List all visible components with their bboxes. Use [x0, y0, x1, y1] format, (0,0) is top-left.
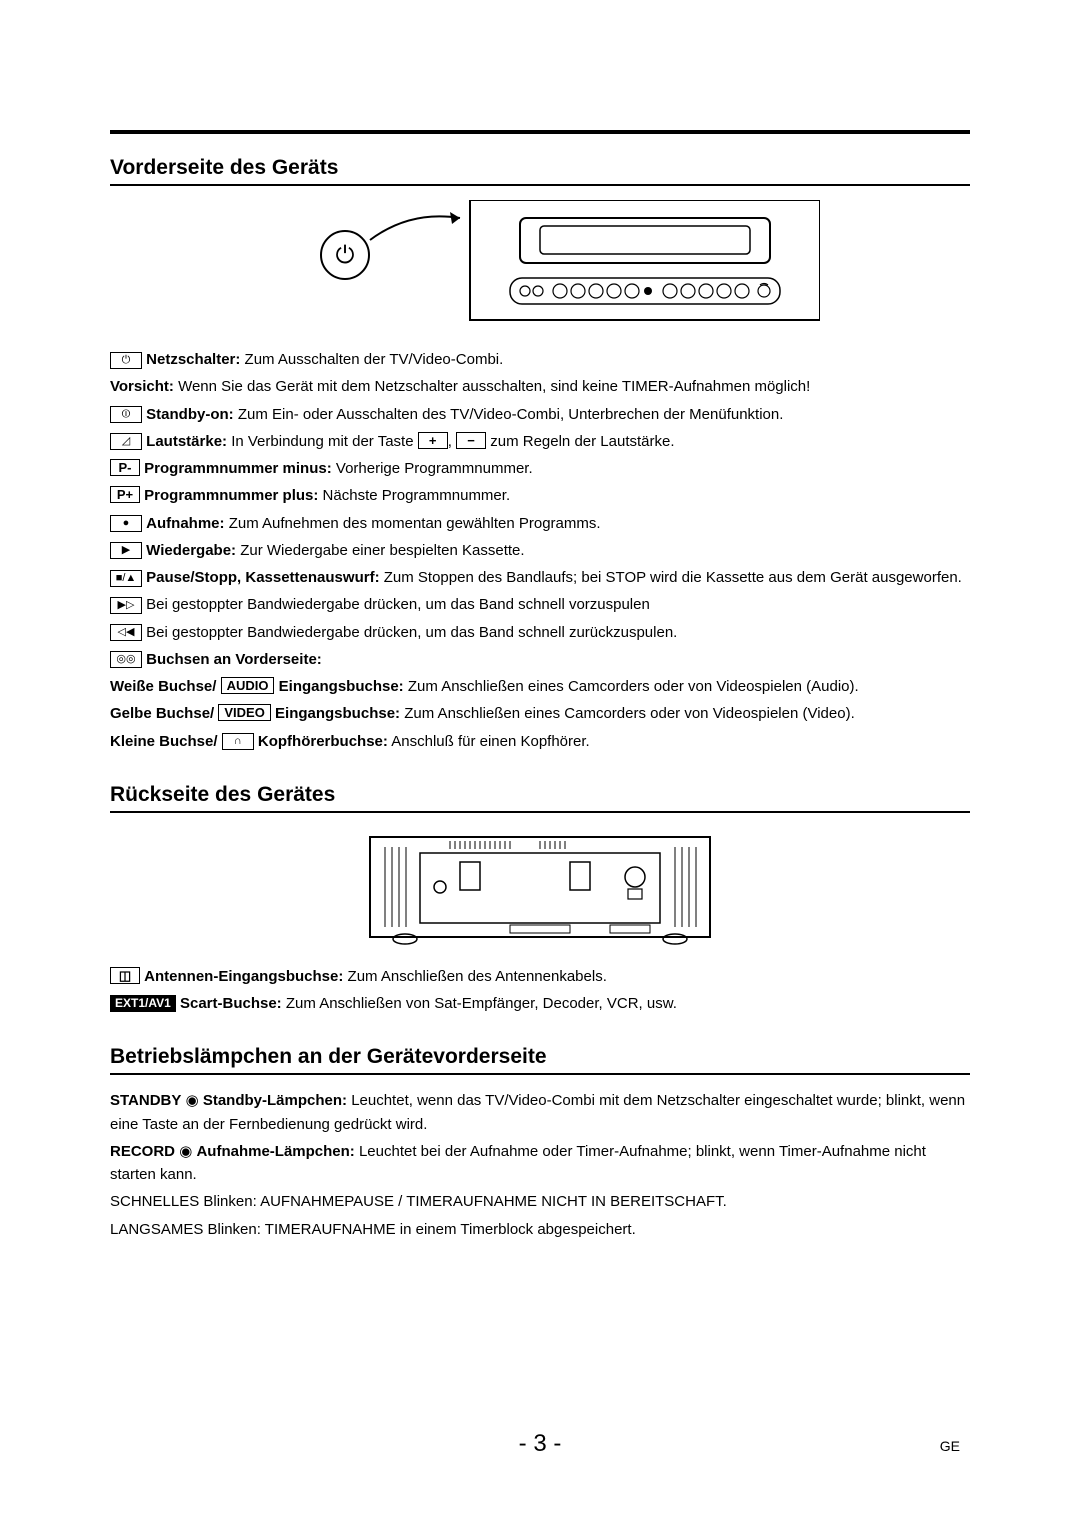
- top-rule: [110, 130, 970, 134]
- standby-label: Standby-on:: [146, 406, 234, 423]
- jacks-label: Buchsen an Vorderseite:: [146, 651, 322, 668]
- headphone-desc: Anschluß für einen Kopfhörer.: [391, 733, 589, 750]
- section-title-lamps: Betriebslämpchen an der Gerätevorderseit…: [110, 1045, 970, 1075]
- ext-label: Scart-Buchse:: [180, 995, 282, 1012]
- stop-desc: Zum Stoppen des Bandlaufs; bei STOP wird…: [384, 569, 962, 586]
- pminus-desc: Vorherige Programmnummer.: [336, 460, 533, 477]
- pminus-icon: P-: [110, 459, 140, 476]
- standby-desc: Zum Ein- oder Ausschalten des TV/Video-C…: [238, 406, 784, 423]
- record-tag: RECORD: [110, 1143, 175, 1160]
- yellow-label: Gelbe Buchse/: [110, 705, 214, 722]
- front-text-block: ⏻ Netzschalter: Zum Ausschalten der TV/V…: [110, 348, 970, 753]
- white-desc: Zum Anschließen eines Camcorders oder vo…: [408, 678, 859, 695]
- volume-icon: ◿: [110, 433, 142, 450]
- antenna-desc: Zum Anschließen des Antennenkabels.: [348, 968, 607, 985]
- slow-blink-desc: LANGSAMES Blinken: TIMERAUFNAHME in eine…: [110, 1218, 970, 1241]
- warn-desc: Wenn Sie das Gerät mit dem Netzschalter …: [178, 378, 810, 395]
- pplus-label: Programmnummer plus:: [144, 487, 318, 504]
- rw-desc: Bei gestoppter Bandwiedergabe drücken, u…: [146, 624, 677, 641]
- page-number: - 3 -: [0, 1430, 1080, 1458]
- ext-badge: EXT1/AV1: [110, 995, 176, 1012]
- play-desc: Zur Wiedergabe einer bespielten Kassette…: [240, 542, 524, 559]
- standby-dot-icon: ◉: [186, 1092, 199, 1109]
- standby-tag: STANDBY: [110, 1092, 181, 1109]
- section-title-rear: Rückseite des Gerätes: [110, 783, 970, 813]
- power-icon: ⏻: [110, 352, 142, 369]
- plus-key: +: [418, 432, 448, 449]
- minus-key: −: [456, 432, 486, 449]
- front-diagram: ⏻: [110, 200, 970, 330]
- record-icon: ●: [110, 515, 142, 532]
- antenna-icon: ◫: [110, 967, 140, 984]
- record-lamp-label: Aufnahme-Lämpchen:: [196, 1143, 354, 1160]
- vol-desc2: zum Regeln der Lautstärke.: [490, 433, 674, 450]
- video-badge: VIDEO: [218, 704, 270, 721]
- power-label: Netzschalter:: [146, 351, 240, 368]
- svg-text:⏻: ⏻: [336, 242, 355, 269]
- audio-badge: AUDIO: [221, 677, 275, 694]
- yellow-sublabel: Eingangsbuchse:: [275, 705, 400, 722]
- yellow-desc: Zum Anschließen eines Camcorders oder vo…: [404, 705, 855, 722]
- jacks-icon: ◎◎: [110, 651, 142, 668]
- stop-label: Pause/Stopp, Kassettenauswurf:: [146, 569, 379, 586]
- vol-label: Lautstärke:: [146, 433, 227, 450]
- fast-blink-desc: SCHNELLES Blinken: AUFNAHMEPAUSE / TIMER…: [110, 1190, 970, 1213]
- ff-desc: Bei gestoppter Bandwiedergabe drücken, u…: [146, 596, 650, 613]
- manual-page: Vorderseite des Geräts ⏻: [0, 0, 1080, 1528]
- power-desc: Zum Ausschalten der TV/Video-Combi.: [245, 351, 504, 368]
- rear-text-block: ◫ Antennen-Eingangsbuchse: Zum Anschließ…: [110, 965, 970, 1016]
- vol-desc1: In Verbindung mit der Taste: [231, 433, 413, 450]
- page-lang-code: GE: [940, 1438, 960, 1454]
- play-icon: ▶: [110, 542, 142, 559]
- section-title-front: Vorderseite des Geräts: [110, 156, 970, 186]
- white-sublabel: Eingangsbuchse:: [279, 678, 404, 695]
- headphone-sublabel: Kopfhörerbuchse:: [258, 733, 388, 750]
- rec-desc: Zum Aufnehmen des momentan gewählten Pro…: [229, 515, 601, 532]
- stop-eject-icon: ■/▲: [110, 570, 142, 587]
- antenna-label: Antennen-Eingangsbuchse:: [144, 968, 343, 985]
- rw-icon: ◁◀: [110, 624, 142, 641]
- pminus-label: Programmnummer minus:: [144, 460, 332, 477]
- rear-diagram: [110, 827, 970, 947]
- small-label: Kleine Buchse/: [110, 733, 218, 750]
- record-dot-icon: ◉: [179, 1143, 192, 1160]
- pplus-desc: Nächste Programmnummer.: [323, 487, 511, 504]
- standby-icon: ⏼: [110, 406, 142, 423]
- standby-lamp-label: Standby-Lämpchen:: [203, 1092, 347, 1109]
- headphone-icon: ∩: [222, 733, 254, 750]
- rec-label: Aufnahme:: [146, 515, 224, 532]
- ext-desc: Zum Anschließen von Sat-Empfänger, Decod…: [286, 995, 677, 1012]
- ff-icon: ▶▷: [110, 597, 142, 614]
- pplus-icon: P+: [110, 486, 140, 503]
- play-label: Wiedergabe:: [146, 542, 236, 559]
- warn-label: Vorsicht:: [110, 378, 174, 395]
- lamps-text-block: STANDBY ◉ Standby-Lämpchen: Leuchtet, we…: [110, 1089, 970, 1241]
- white-label: Weiße Buchse/: [110, 678, 216, 695]
